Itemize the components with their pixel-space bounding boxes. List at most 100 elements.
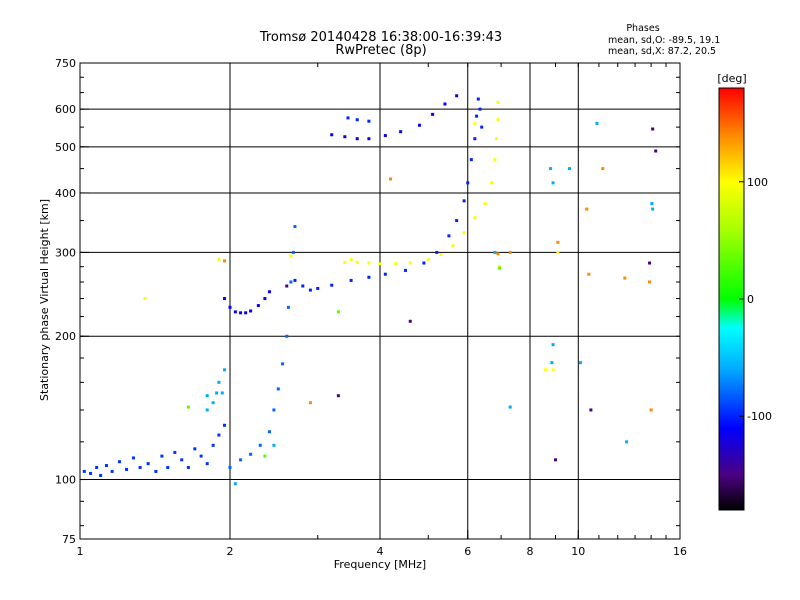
colorbar-tick-label: 0 [747,293,754,306]
data-point [389,177,393,181]
data-point [490,181,494,185]
data-point [417,123,421,127]
data-point [355,118,359,122]
data-point [462,199,466,203]
data-point [220,391,224,395]
x-tick-label: 2 [227,545,234,558]
colorbar-tick-label: -100 [747,410,772,423]
data-point [378,262,382,266]
x-tick-label: 10 [571,545,585,558]
data-point [228,305,232,309]
chart-subtitle: RwPretec (8p) [335,43,426,58]
data-point [601,167,605,171]
data-point [343,135,347,139]
data-point [567,167,571,171]
data-point [285,334,289,338]
data-point [289,280,293,284]
data-point [173,450,177,454]
data-point [447,234,451,238]
colorbar-label: [deg] [717,72,746,85]
data-point [408,261,412,265]
data-point [422,261,426,265]
data-point [553,458,557,462]
phase-header: Phases [626,23,659,34]
data-point [408,319,412,323]
data-point [104,464,108,468]
data-point [483,202,487,206]
data-point [367,119,371,123]
x-tick-label: 6 [464,545,471,558]
data-point [349,257,353,261]
data-point [217,380,221,384]
data-point [293,278,297,282]
data-point [431,112,435,116]
data-point [223,368,227,372]
data-point [276,387,280,391]
data-point [551,181,555,185]
data-point [367,275,371,279]
data-point [301,284,305,288]
x-axis-label: Frequency [MHz] [334,558,426,571]
data-point [496,100,500,104]
data-point [589,408,593,412]
data-point [496,118,500,122]
data-point [556,250,560,254]
x-tick-label: 4 [377,545,384,558]
y-tick-label: 75 [62,533,76,546]
data-point [403,268,407,272]
data-point [336,310,340,314]
data-point [654,149,658,153]
data-point [508,250,512,254]
colorbar-ticks: 100 0 -100 [739,176,772,423]
data-point [367,261,371,265]
data-point [349,278,353,282]
data-point [193,447,197,451]
data-point [544,368,548,372]
data-point [166,465,170,469]
data-point [281,362,285,366]
data-point [595,121,599,125]
data-point [308,401,312,405]
data-point [205,408,209,412]
data-point [117,460,121,464]
data-point [160,454,164,458]
x-tick-label: 8 [527,545,534,558]
data-point [256,304,260,308]
data-point [131,456,135,460]
data-point [649,408,653,412]
data-point [473,216,477,220]
data-point [439,252,443,256]
data-point [550,361,554,365]
data-point [82,469,86,473]
data-point [199,454,203,458]
data-point [469,158,473,162]
data-point [493,158,497,162]
y-tick-label: 300 [55,246,76,259]
data-point [478,107,482,111]
data-point [587,272,591,276]
data-point [217,257,221,261]
data-point [138,465,142,469]
data-point [475,114,479,118]
data-point [473,137,477,141]
data-point [125,467,129,471]
phase-stats-x: mean, sd,X: 87.2, 20.5 [608,46,716,57]
x-tick-label: 16 [673,545,687,558]
data-point [180,458,184,462]
colorbar-tick-label: 100 [747,176,768,189]
data-point [367,137,371,141]
data-point [625,440,629,444]
data-point [293,225,297,229]
data-point [556,240,560,244]
data-point [239,458,243,462]
data-point [394,262,398,266]
data-point [186,465,190,469]
data-point [95,465,99,469]
data-point [249,309,253,313]
data-point [494,137,498,141]
data-point [346,116,350,120]
phase-stats-o: mean, sd,O: -89.5, 19.1 [608,35,720,46]
y-axis-ticks: 75 100 200 300 400 500 600 750 [55,57,680,546]
data-point [462,231,466,235]
